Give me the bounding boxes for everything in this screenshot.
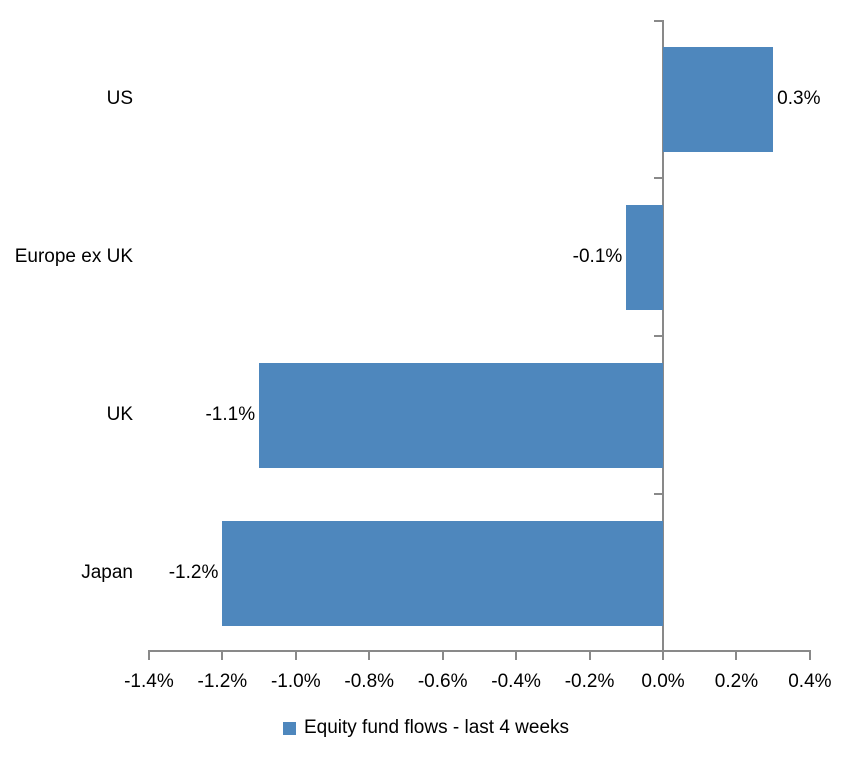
x-axis-line (149, 650, 811, 652)
legend-marker-square-icon (282, 721, 296, 735)
x-axis-tick-label: -0.2% (564, 671, 615, 692)
x-axis-tick-label: -0.4% (491, 671, 541, 692)
x-axis-tick (294, 650, 297, 660)
value-label: -1.2% (168, 562, 219, 583)
x-axis-tick (515, 650, 518, 660)
category-axis-tick (654, 493, 662, 495)
bar-uk (259, 362, 663, 468)
x-axis-tick (588, 650, 591, 660)
x-axis-tick (441, 650, 444, 660)
bar-japan (222, 520, 663, 626)
x-axis-tick (662, 650, 664, 660)
bar-us (663, 46, 774, 152)
x-axis-tick (221, 650, 224, 660)
category-axis-tick (654, 177, 662, 179)
x-axis-tick-label: 0.2% (714, 671, 759, 692)
value-label: -1.1% (205, 404, 256, 425)
bar-europe-ex-uk (626, 204, 663, 310)
x-axis-tick-label: -1.2% (197, 671, 248, 692)
legend: Equity fund flows - last 4 weeks (0, 714, 852, 742)
x-axis-tick (735, 650, 738, 660)
value-label: 0.3% (777, 88, 821, 109)
x-axis-tick-label: 0.4% (788, 671, 832, 692)
x-axis-tick-label: -1.0% (270, 671, 321, 692)
category-axis-tick (654, 335, 662, 337)
y-axis-line (662, 20, 664, 657)
category-label: UK (106, 404, 133, 425)
category-label: US (106, 88, 133, 109)
x-axis-tick-label: -1.4% (124, 671, 174, 692)
category-label: Japan (81, 562, 133, 583)
x-axis-tick (368, 650, 371, 660)
value-label: -0.1% (572, 246, 623, 267)
x-axis-tick (808, 650, 811, 660)
x-axis-tick (147, 650, 150, 660)
category-axis-tick (654, 20, 662, 22)
category-label: Europe ex UK (14, 246, 133, 267)
legend-label: Equity fund flows - last 4 weeks (303, 717, 570, 738)
x-axis-tick-label: -0.8% (344, 671, 395, 692)
x-axis-tick-label: 0.0% (641, 671, 685, 692)
x-axis-tick-label: -0.6% (417, 671, 468, 692)
